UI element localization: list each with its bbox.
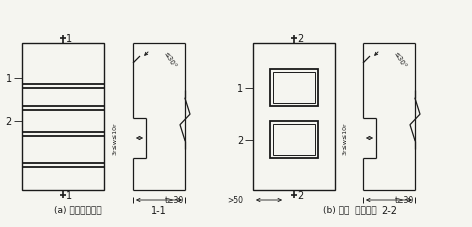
Text: (b) 键槽  设计笔记: (b) 键槽 设计笔记 bbox=[323, 205, 377, 214]
Text: 1: 1 bbox=[6, 74, 12, 84]
Text: (a) 键槽贯通截面: (a) 键槽贯通截面 bbox=[54, 205, 102, 214]
Bar bbox=[22, 44, 104, 190]
Text: ≤30°: ≤30° bbox=[162, 50, 177, 69]
Text: >50: >50 bbox=[227, 196, 243, 205]
Text: 2-2: 2-2 bbox=[381, 205, 397, 215]
Text: 2: 2 bbox=[237, 135, 243, 145]
Bar bbox=[273, 73, 315, 104]
Bar bbox=[270, 70, 318, 106]
Text: ≤30°: ≤30° bbox=[392, 50, 406, 69]
Bar bbox=[253, 44, 335, 190]
Text: 3r≤w≤10r: 3r≤w≤10r bbox=[112, 122, 118, 155]
Text: 1: 1 bbox=[66, 190, 72, 200]
Bar bbox=[270, 121, 318, 158]
Text: t≥30: t≥30 bbox=[165, 196, 184, 205]
Text: 1: 1 bbox=[66, 34, 72, 44]
Text: 2: 2 bbox=[297, 34, 303, 44]
Text: 2: 2 bbox=[297, 190, 303, 200]
Text: 1: 1 bbox=[237, 84, 243, 94]
Text: 1-1: 1-1 bbox=[151, 205, 167, 215]
Text: 2: 2 bbox=[6, 116, 12, 126]
Text: t≥30: t≥30 bbox=[395, 196, 414, 205]
Bar bbox=[273, 124, 315, 155]
Text: 3r≤w≤10r: 3r≤w≤10r bbox=[343, 122, 347, 155]
